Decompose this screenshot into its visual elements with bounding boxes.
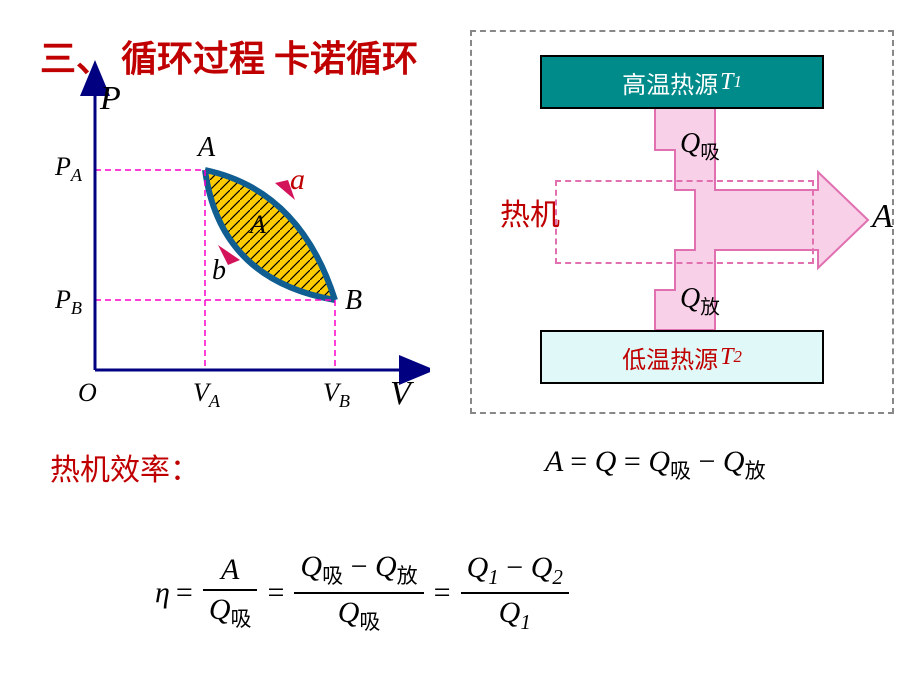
efficiency-label: 热机效率： [50, 445, 200, 489]
pb-tick-label: PB [55, 285, 82, 319]
f3-minus: − [506, 551, 530, 584]
eff-text: 热机效率： [50, 454, 200, 487]
point-a-label: A [198, 132, 215, 164]
b-text: B [345, 285, 362, 316]
p-axis-label: P [100, 80, 121, 118]
hot-text: 高温热源 [622, 65, 718, 100]
q-in-label: Q吸 [680, 128, 720, 165]
eqA-A: A [545, 445, 563, 478]
hot-t: T [720, 69, 733, 96]
engine-text: 热机 [500, 199, 560, 232]
pb-p: P [55, 285, 71, 314]
b-curve-text: b [212, 255, 226, 286]
pa-tick-label: PA [55, 152, 82, 186]
eqA-Q: Q [595, 445, 617, 478]
cold-t: T [720, 344, 733, 371]
f2-den: Q [338, 596, 360, 629]
f3-den: Q [499, 596, 521, 629]
f1-den: Q [209, 593, 231, 626]
engine-label: 热机 [500, 190, 560, 234]
qin-q: Q [680, 128, 700, 159]
curve-b-label: b [212, 255, 226, 287]
work-output-label: A [872, 198, 893, 236]
point-b-label: B [345, 285, 362, 317]
eta-frac1: A Q吸 [203, 553, 258, 633]
area-a-label: A [250, 210, 266, 240]
qout-sub: 放 [700, 298, 720, 319]
f1-num: A [221, 553, 239, 586]
qin-sub: 吸 [700, 143, 720, 164]
f2-den-sub: 吸 [359, 610, 380, 634]
f2-num1: Q [300, 550, 322, 583]
hot-t-sub: 1 [733, 72, 741, 92]
eqA-Qin: Q [648, 445, 670, 478]
origin-label: O [78, 378, 97, 408]
f2-num2-sub: 放 [397, 564, 418, 588]
eqA-eq2: = [624, 445, 648, 478]
v-axis-label: V [390, 375, 411, 413]
f3-num1-sub: 1 [488, 565, 499, 589]
f2-num2: Q [375, 550, 397, 583]
eqA-eq1: = [570, 445, 594, 478]
f3-num2: Q [531, 551, 553, 584]
eta-eq1: = [176, 576, 193, 610]
pb-sub: B [71, 298, 82, 318]
f3-num1: Q [467, 551, 489, 584]
vb-v: V [323, 378, 339, 407]
cold-t-sub: 2 [733, 347, 741, 367]
q-out-label: Q放 [680, 283, 720, 320]
eqA-Qout: Q [723, 445, 745, 478]
vb-tick-label: VB [323, 378, 350, 412]
curve-a-label: a [290, 163, 305, 197]
area-text: A [250, 210, 266, 239]
eqA-Qin-sub: 吸 [670, 459, 691, 483]
va-sub: A [209, 391, 220, 411]
eta-eq3: = [434, 576, 451, 610]
eta-frac2: Q吸 − Q放 Q吸 [294, 550, 423, 636]
qout-q: Q [680, 283, 700, 314]
eqA-minus: − [698, 445, 722, 478]
va-tick-label: VA [193, 378, 220, 412]
equation-eta: η = A Q吸 = Q吸 − Q放 Q吸 = Q1 − Q2 Q1 [155, 550, 573, 636]
cold-reservoir: 低温热源 T2 [540, 330, 824, 384]
engine-dashed-box [555, 180, 814, 264]
pa-p: P [55, 152, 71, 181]
v-label-text: V [390, 375, 411, 412]
f3-den-sub: 1 [520, 610, 531, 634]
hot-reservoir: 高温热源 T1 [540, 55, 824, 109]
f1-den-sub: 吸 [230, 607, 251, 631]
vb-sub: B [339, 391, 350, 411]
a-out-text: A [872, 198, 893, 235]
a-text: A [198, 132, 215, 163]
f3-num2-sub: 2 [552, 565, 563, 589]
f2-num1-sub: 吸 [322, 564, 343, 588]
eta-eq2: = [267, 576, 284, 610]
cold-text: 低温热源 [622, 340, 718, 375]
p-label-text: P [100, 80, 121, 117]
pv-diagram [0, 0, 430, 430]
o-label-text: O [78, 378, 97, 407]
va-v: V [193, 378, 209, 407]
eta-symbol: η [155, 576, 170, 610]
a-curve-text: a [290, 163, 305, 196]
pa-sub: A [71, 165, 82, 185]
eqA-Qout-sub: 放 [745, 459, 766, 483]
eta-frac3: Q1 − Q2 Q1 [461, 551, 569, 635]
f2-minus: − [351, 550, 375, 583]
equation-work: A = Q = Q吸 − Q放 [545, 445, 766, 485]
